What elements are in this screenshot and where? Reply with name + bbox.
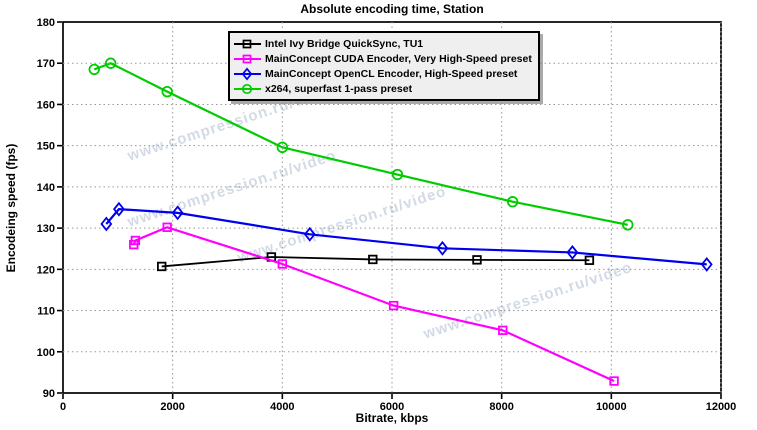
x-tick-label: 6000 <box>380 401 404 413</box>
x-tick-label: 4000 <box>270 401 294 413</box>
series-line <box>132 226 615 383</box>
legend-marker-diamond <box>234 66 261 81</box>
square-marker <box>368 254 378 265</box>
legend-marker-square <box>234 39 261 48</box>
circle-marker <box>506 196 519 208</box>
x-tick-label: 2000 <box>160 401 184 413</box>
diamond-marker <box>303 226 316 242</box>
circle-marker <box>622 219 634 231</box>
series <box>100 201 713 272</box>
diamond-marker <box>171 205 184 221</box>
y-tick-label: 170 <box>37 58 55 70</box>
square-marker <box>388 300 399 311</box>
square-marker <box>498 325 508 336</box>
series-line <box>105 208 707 266</box>
square-marker <box>162 222 172 232</box>
circle-marker <box>88 63 100 76</box>
y-tick-label: 140 <box>37 182 55 194</box>
legend-item: Intel Ivy Bridge QuickSync, TU1 <box>233 36 532 51</box>
legend-item: MainConcept OpenCL Encoder, High-Speed p… <box>233 66 532 81</box>
square-marker <box>472 255 482 265</box>
square-marker <box>609 376 619 386</box>
x-tick-label: 0 <box>60 401 66 413</box>
diamond-marker <box>436 240 449 256</box>
square-marker <box>156 261 167 272</box>
legend-item: MainConcept CUDA Encoder, Very High-Spee… <box>233 51 532 66</box>
legend-item-label: Intel Ivy Bridge QuickSync, TU1 <box>265 37 424 50</box>
x-tick-label: 12000 <box>706 401 737 413</box>
circle-marker <box>276 141 289 154</box>
y-tick-label: 180 <box>37 17 55 29</box>
square-marker <box>584 255 595 265</box>
legend: Intel Ivy Bridge QuickSync, TU1 MainConce… <box>228 31 540 101</box>
square-marker <box>130 235 141 246</box>
legend-item-label: MainConcept OpenCL Encoder, High-Speed p… <box>265 67 518 80</box>
circle-marker <box>391 168 404 181</box>
y-tick-label: 110 <box>37 306 55 318</box>
series <box>129 222 619 386</box>
diamond-marker <box>566 244 579 260</box>
series-line <box>161 256 590 268</box>
legend-marker-circle <box>234 83 261 94</box>
legend-marker-square <box>234 54 261 63</box>
circle-marker <box>161 85 173 98</box>
series <box>156 252 595 272</box>
series-line <box>93 62 628 226</box>
x-tick-label: 8000 <box>489 401 513 413</box>
y-tick-label: 100 <box>37 347 55 359</box>
series <box>88 57 634 231</box>
y-tick-label: 160 <box>37 99 55 111</box>
legend-item-label: MainConcept CUDA Encoder, Very High-Spee… <box>265 52 532 65</box>
x-tick-label: 10000 <box>596 401 627 413</box>
diamond-marker <box>112 201 125 217</box>
circle-marker <box>105 57 117 69</box>
square-marker <box>277 259 288 269</box>
diamond-marker <box>700 256 713 272</box>
diamond-marker <box>100 216 113 232</box>
x-axis-label: Bitrate, kbps <box>355 411 429 425</box>
y-tick-label: 150 <box>37 141 55 153</box>
y-axis-label: Encodeing speed (fps) <box>4 143 18 273</box>
legend-item-label: x264, superfast 1-pass preset <box>265 82 413 95</box>
y-tick-label: 130 <box>37 223 55 235</box>
y-tick-label: 120 <box>37 264 55 276</box>
legend-item: x264, superfast 1-pass preset <box>233 81 532 96</box>
y-tick-label: 90 <box>43 388 55 400</box>
chart-title: Absolute encoding time, Station <box>300 2 484 16</box>
